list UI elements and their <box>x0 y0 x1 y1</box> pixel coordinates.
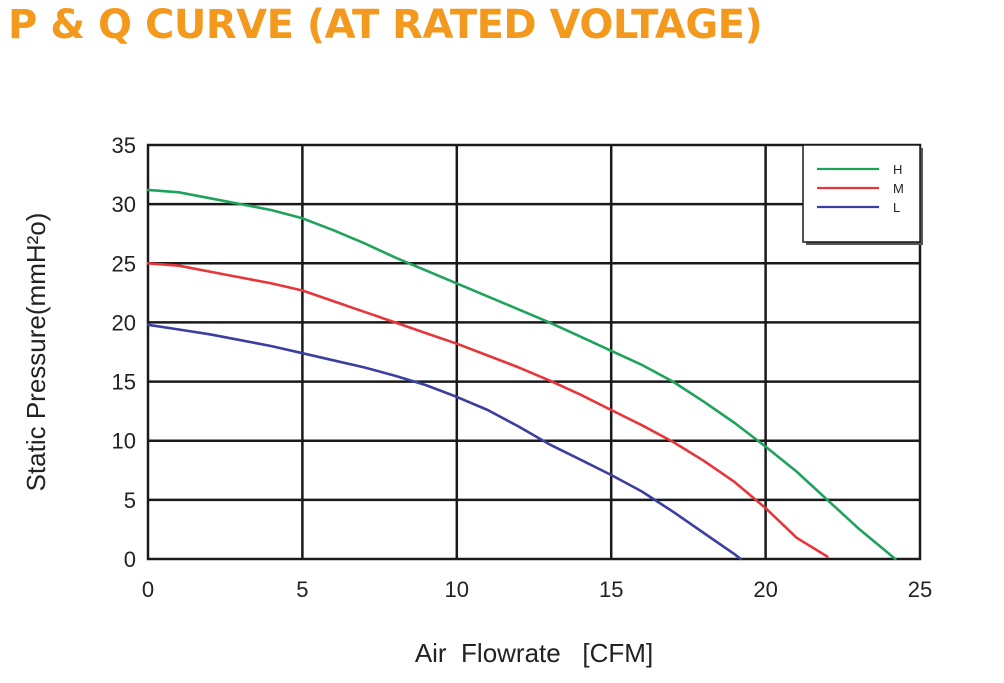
series-line-h <box>146 188 897 561</box>
y-tick-label: 30 <box>112 192 136 217</box>
chart-title: P & Q CURVE (AT RATED VOLTAGE) <box>8 2 763 48</box>
y-tick-label: 0 <box>124 547 136 572</box>
y-tick-label: 20 <box>112 310 136 335</box>
grid-lines <box>148 145 920 559</box>
y-tick-label: 10 <box>112 429 136 454</box>
x-axis-label: Air Flowrate [CFM] <box>415 638 653 668</box>
x-tick-label: 15 <box>599 577 623 602</box>
tick-labels: 0 5 10 15 20 25 0 5 10 15 20 25 30 35 <box>112 133 933 602</box>
legend-label-m: M <box>893 181 904 196</box>
x-tick-label: 10 <box>445 577 469 602</box>
plot-area <box>146 143 922 561</box>
x-tick-label: 20 <box>753 577 777 602</box>
x-tick-label: 5 <box>296 577 308 602</box>
series-line-l <box>146 323 743 561</box>
legend-label-h: H <box>893 162 902 177</box>
y-axis-label: Static Pressure(mmH²o) <box>21 213 51 492</box>
legend-box <box>802 144 921 243</box>
y-tick-label: 5 <box>124 488 136 513</box>
y-tick-label: 25 <box>112 251 136 276</box>
series-line-m <box>146 261 829 558</box>
series-lines <box>146 188 897 561</box>
legend-label-l: L <box>893 200 900 215</box>
legend: HML <box>802 144 923 245</box>
x-tick-label: 25 <box>908 577 932 602</box>
x-tick-label: 0 <box>142 577 154 602</box>
y-tick-label: 15 <box>112 370 136 395</box>
y-tick-label: 35 <box>112 133 136 158</box>
